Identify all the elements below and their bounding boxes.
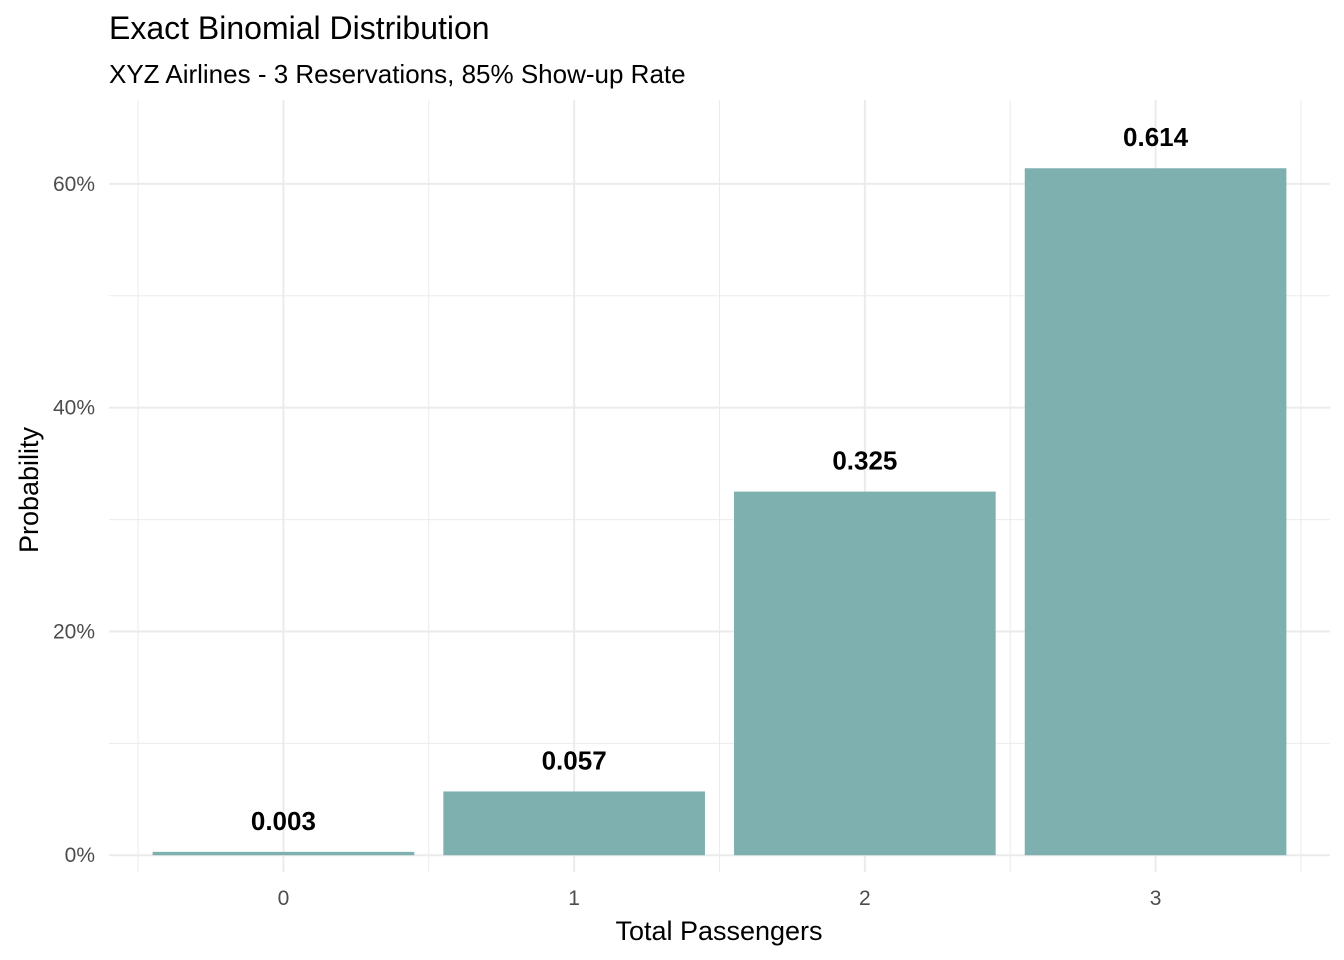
y-axis-title: Probability bbox=[14, 426, 44, 553]
x-tick-label-3: 3 bbox=[1150, 887, 1162, 910]
y-axis-ticks: 0% 20% 40% 60% bbox=[53, 173, 95, 867]
bar-1 bbox=[443, 791, 705, 856]
data-label-1: 0.057 bbox=[542, 745, 607, 775]
chart-title: Exact Binomial Distribution bbox=[109, 10, 490, 46]
x-tick-label-0: 0 bbox=[278, 887, 290, 910]
data-label-2: 0.325 bbox=[832, 446, 897, 476]
chart-subtitle: XYZ Airlines - 3 Reservations, 85% Show-… bbox=[109, 59, 686, 89]
bars bbox=[152, 168, 1287, 856]
data-label-3: 0.614 bbox=[1123, 122, 1189, 152]
y-tick-label-3: 60% bbox=[53, 173, 95, 196]
x-tick-label-2: 2 bbox=[859, 887, 871, 910]
data-label-0: 0.003 bbox=[251, 806, 316, 836]
bar-0 bbox=[152, 851, 415, 856]
data-labels: 0.003 0.057 0.325 0.614 bbox=[251, 122, 1189, 836]
x-axis-title: Total Passengers bbox=[615, 916, 822, 946]
y-tick-label-1: 20% bbox=[53, 620, 95, 643]
bar-2 bbox=[734, 491, 996, 856]
x-axis-ticks: 0 1 2 3 bbox=[278, 887, 1162, 910]
bar-3 bbox=[1024, 168, 1287, 856]
y-tick-label-0: 0% bbox=[65, 844, 95, 867]
x-tick-label-1: 1 bbox=[568, 887, 580, 910]
y-tick-label-2: 40% bbox=[53, 397, 95, 420]
